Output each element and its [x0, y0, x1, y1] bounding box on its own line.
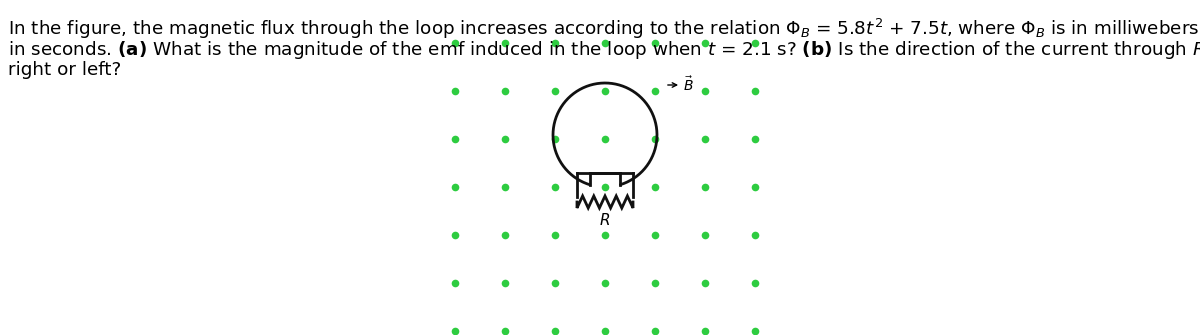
Text: in seconds. $\mathbf{(a)}$ What is the magnitude of the emf induced in the loop : in seconds. $\mathbf{(a)}$ What is the m… — [8, 39, 1200, 61]
Text: In the figure, the magnetic flux through the loop increases according to the rel: In the figure, the magnetic flux through… — [8, 17, 1200, 41]
Text: $\vec{B}$: $\vec{B}$ — [683, 76, 694, 94]
Text: $R$: $R$ — [600, 212, 611, 228]
Text: right or left?: right or left? — [8, 61, 121, 79]
